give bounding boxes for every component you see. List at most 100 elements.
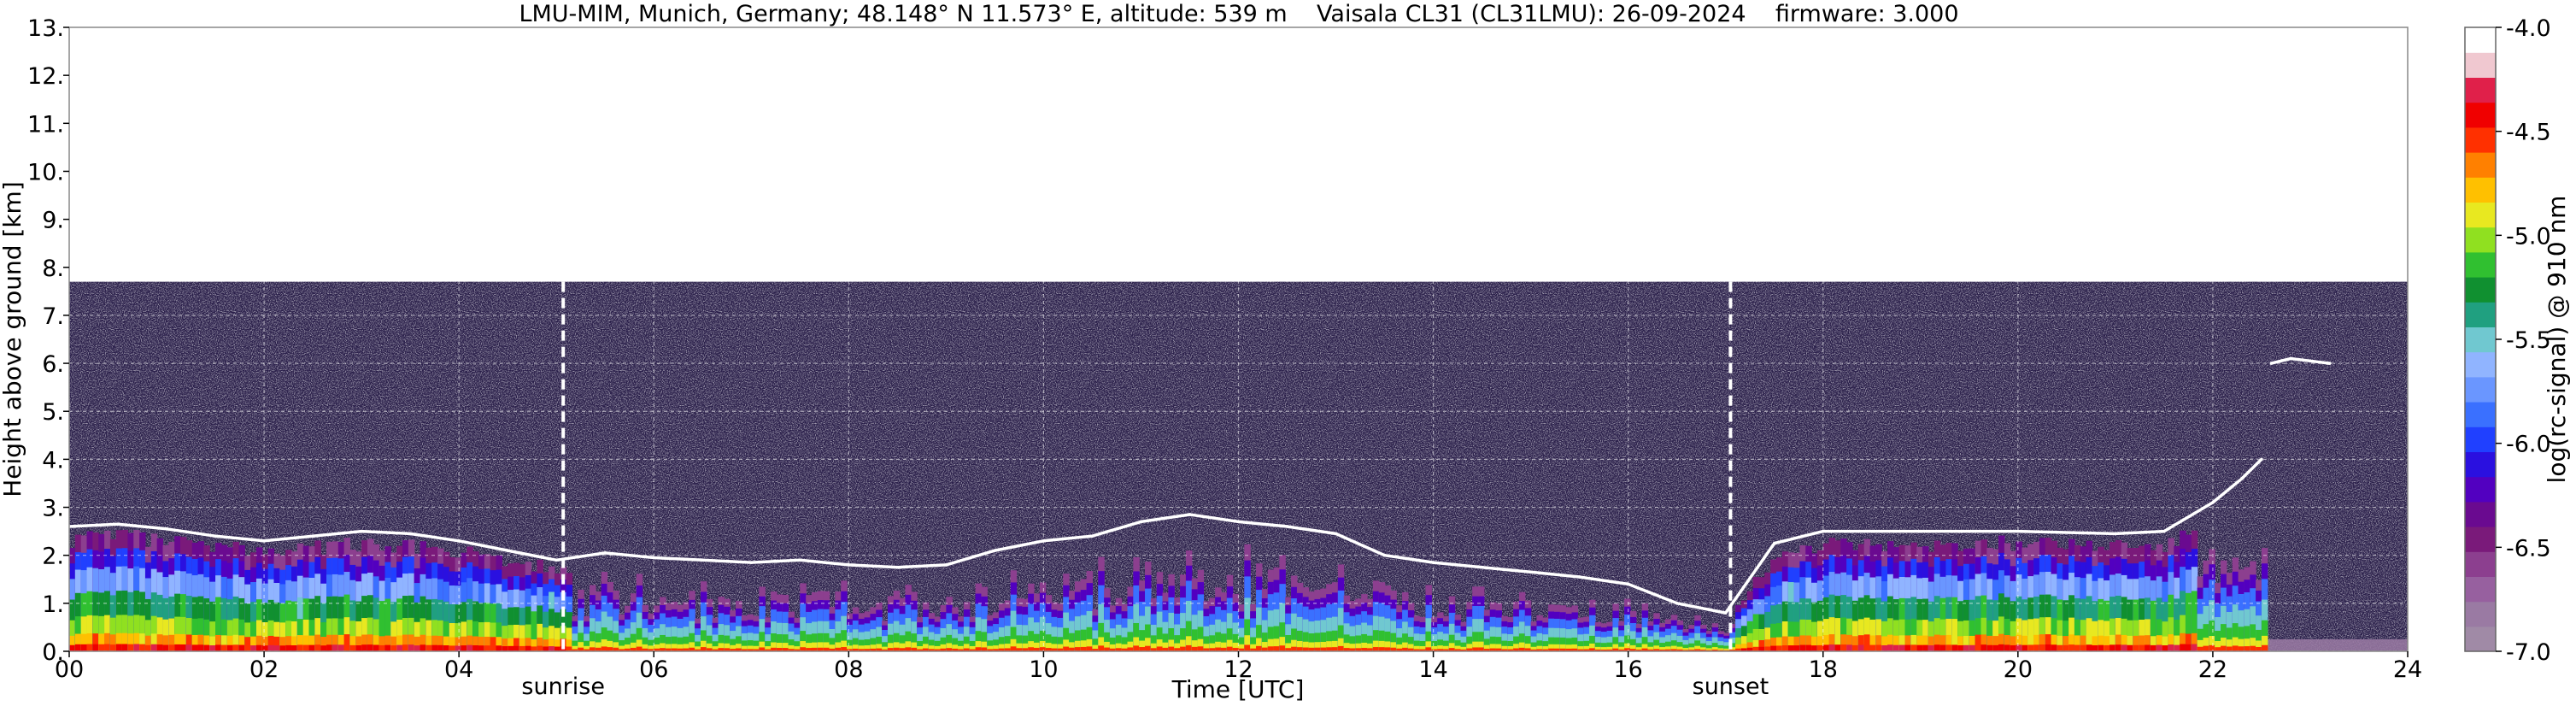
signal-column <box>1139 647 1146 651</box>
signal-column <box>1565 644 1573 651</box>
signal-column <box>1577 649 1584 651</box>
series-2-line <box>2270 356 2331 365</box>
signal-column <box>384 635 391 651</box>
signal-column <box>502 638 508 651</box>
signal-column <box>490 637 497 651</box>
signal-column <box>2145 644 2151 651</box>
series-1-point <box>701 558 705 562</box>
y-tick-label: 12. <box>27 63 64 90</box>
signal-column <box>1355 648 1362 651</box>
signal-column <box>1063 639 1070 651</box>
signal-column <box>431 644 438 651</box>
signal-column <box>876 636 883 651</box>
signal-column <box>1244 644 1251 651</box>
signal-column <box>150 644 158 651</box>
signal-column <box>1746 647 1754 651</box>
signal-column <box>1840 634 1847 651</box>
signal-column <box>1437 649 1444 651</box>
signal-column <box>1536 640 1543 651</box>
signal-column <box>759 641 766 651</box>
signal-column <box>168 644 175 651</box>
signal-column <box>2256 640 2262 651</box>
signal-column <box>736 644 742 651</box>
signal-column <box>665 648 672 651</box>
signal-column <box>1653 649 1660 651</box>
signal-column <box>2139 635 2145 651</box>
signal-column <box>1705 644 1713 651</box>
signal-column <box>712 646 719 651</box>
signal-column <box>355 636 362 651</box>
signal-column <box>747 645 754 651</box>
signal-column <box>314 634 321 651</box>
signal-column <box>2250 624 2256 651</box>
series-1-point <box>1139 520 1143 524</box>
signal-column <box>1629 649 1637 651</box>
signal-column <box>835 642 842 651</box>
signal-column <box>782 648 789 651</box>
colorbar-band <box>2465 27 2496 53</box>
signal-column <box>144 644 152 651</box>
signal-column <box>1022 648 1029 651</box>
signal-column <box>361 644 368 651</box>
signal-column <box>232 644 240 651</box>
signal-column <box>1034 647 1041 651</box>
signal-column <box>332 634 339 651</box>
signal-column <box>244 645 251 651</box>
signal-column <box>946 648 953 651</box>
signal-column <box>554 639 561 651</box>
signal-column <box>1641 644 1649 651</box>
signal-column <box>2098 644 2104 651</box>
signal-column <box>1816 644 1824 651</box>
signal-column <box>554 646 561 651</box>
colorbar-band <box>2465 126 2496 153</box>
signal-column <box>1016 648 1023 651</box>
signal-column <box>1834 634 1841 651</box>
signal-column <box>2244 638 2250 651</box>
signal-column <box>1483 644 1491 651</box>
y-tick-label: 4. <box>42 447 64 474</box>
signal-column <box>1220 647 1228 651</box>
signal-column <box>1162 647 1169 651</box>
signal-column <box>531 646 537 651</box>
series-1-point <box>1188 513 1192 516</box>
signal-column <box>1396 644 1403 651</box>
signal-column <box>1308 642 1316 651</box>
signal-column <box>367 644 374 651</box>
signal-column <box>806 643 813 651</box>
signal-column <box>420 618 426 651</box>
sun-event-labels: sunrise sunset <box>521 674 1769 700</box>
signal-column <box>923 644 930 651</box>
signal-column <box>2221 645 2227 651</box>
colorbar-tick-label: -4.5 <box>2506 120 2551 146</box>
series-1-point <box>1431 561 1435 564</box>
signal-column <box>835 647 842 651</box>
signal-column <box>1945 644 1952 651</box>
signal-column <box>2098 635 2104 651</box>
series-2-point <box>2269 362 2274 365</box>
colorbar-tick-label: -5.0 <box>2506 223 2551 250</box>
signal-column <box>337 634 345 651</box>
series-2-point <box>2327 362 2332 365</box>
signal-column <box>1331 647 1339 651</box>
signal-column <box>1916 635 1923 651</box>
signal-column <box>1559 637 1567 651</box>
signal-column <box>466 620 473 651</box>
signal-column <box>2150 621 2157 651</box>
signal-column <box>1215 641 1222 651</box>
signal-column <box>2004 635 2011 651</box>
chart-title: LMU-MIM, Munich, Germany; 48.148° N 11.5… <box>519 1 1958 27</box>
signal-column <box>1086 638 1094 651</box>
signal-column <box>1291 646 1298 651</box>
signal-column <box>1892 644 1900 651</box>
signal-column <box>794 646 801 651</box>
y-tick-label: 7. <box>42 303 64 330</box>
signal-column <box>1776 637 1783 651</box>
signal-column <box>1191 640 1199 651</box>
signal-column <box>712 649 719 651</box>
signal-column <box>1629 644 1637 651</box>
signal-column <box>519 638 526 651</box>
signal-column <box>1203 648 1210 651</box>
signal-column <box>296 635 304 651</box>
signal-column <box>69 644 76 651</box>
signal-column <box>730 649 736 651</box>
